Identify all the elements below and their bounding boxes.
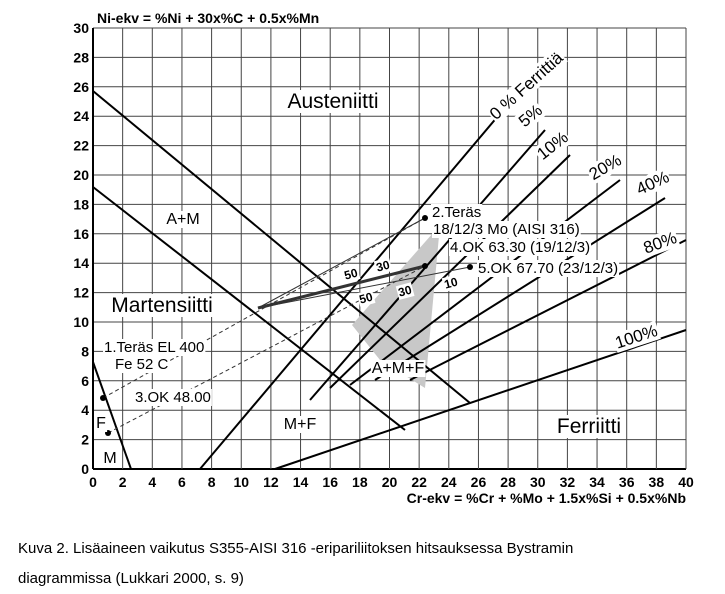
x-tick-label: 30 <box>530 474 546 490</box>
x-tick-label: 40 <box>678 474 694 490</box>
y-tick-label: 4 <box>81 402 89 418</box>
x-tick-label: 14 <box>293 474 309 490</box>
label-bg <box>95 415 108 432</box>
label-bg <box>395 282 415 300</box>
y-tick-label: 0 <box>81 461 89 477</box>
x-tick-label: 6 <box>178 474 186 490</box>
point-label: 18/12/3 Mo (AISI 316) <box>433 221 580 238</box>
label-bg <box>114 356 170 373</box>
x-tick-label: 18 <box>352 474 368 490</box>
x-tick-label: 0 <box>89 474 97 490</box>
label-bg <box>485 47 568 125</box>
x-tick-label: 26 <box>471 474 487 490</box>
label-bg <box>165 211 201 228</box>
label-bg <box>477 260 620 277</box>
region-label: Austeniitti <box>287 90 378 113</box>
label-bg <box>373 257 393 275</box>
point-label: 1.Teräs EL 400 <box>104 339 204 356</box>
label-bg <box>441 274 461 292</box>
point-label: 4.OK 63.30 (19/12/3) <box>450 239 590 256</box>
mix-label: 30 <box>375 258 392 275</box>
points <box>100 215 473 436</box>
y-label-bg <box>95 10 327 26</box>
point-label: 3.OK 48.00 <box>135 389 211 406</box>
x-tick-label: 2 <box>119 474 127 490</box>
x-tick-label: 10 <box>233 474 249 490</box>
mix-label: 50 <box>343 266 360 283</box>
label-bg <box>432 221 581 238</box>
label-bg <box>639 227 681 258</box>
label-bg <box>532 127 573 165</box>
label-bg <box>555 415 623 438</box>
label-bg <box>431 204 483 221</box>
y-tick-label: 16 <box>73 226 89 242</box>
x-tick-label: 22 <box>411 474 427 490</box>
y-tick-label: 18 <box>73 196 89 212</box>
x-tick-label: 38 <box>649 474 665 490</box>
region-label: M <box>103 450 116 467</box>
mix-label: 30 <box>397 283 414 300</box>
region-label: Ferriitti <box>557 415 621 438</box>
x-tick-label: 20 <box>382 474 398 490</box>
x-tick-label: 36 <box>619 474 635 490</box>
y-tick-label: 8 <box>81 343 89 359</box>
y-tick-label: 28 <box>73 49 89 65</box>
x-tick-label: 4 <box>148 474 156 490</box>
point-label: Fe 52 C <box>115 356 169 373</box>
y-tick-label: 24 <box>73 108 89 124</box>
y-tick-label: 14 <box>73 255 89 271</box>
y-tick-label: 22 <box>73 138 89 154</box>
mix-label: 10 <box>443 275 460 292</box>
boundary-lines <box>92 89 687 470</box>
region-label: Martensiitti <box>111 294 213 317</box>
y-tick-label: 12 <box>73 285 89 301</box>
x-axis-label: Cr-ekv = %Cr + %Mo + 1.5x%Si + 0.5x%Nb <box>407 490 686 506</box>
region-label: F <box>96 415 106 432</box>
point-label: 2.Teräs <box>432 204 481 221</box>
label-bg <box>449 239 592 256</box>
y-tick-label: 2 <box>81 432 89 448</box>
x-tick-label: 28 <box>500 474 516 490</box>
shaded-area <box>352 225 440 388</box>
label-bg <box>584 150 626 185</box>
region-label: A+M <box>166 211 199 228</box>
region-label: A+M+F <box>372 360 425 377</box>
label-bg <box>370 360 426 377</box>
label-bg <box>632 166 674 200</box>
label-bg <box>103 339 206 356</box>
x-tick-label: 12 <box>263 474 279 490</box>
mix-label: 50 <box>358 290 375 307</box>
label-bg <box>282 416 318 433</box>
y-axis-label: Ni-ekv = %Ni + 30x%C + 0.5x%Mn <box>97 10 319 26</box>
y-tick-label: 6 <box>81 373 89 389</box>
point-label: 5.OK 67.70 (23/12/3) <box>478 260 618 277</box>
label-bg <box>102 450 118 467</box>
y-tick-label: 26 <box>73 79 89 95</box>
label-bg <box>514 99 547 132</box>
x-tick-label: 8 <box>208 474 216 490</box>
label-bg <box>134 389 212 406</box>
label-bg <box>611 320 661 353</box>
caption: Kuva 2. Lisäaineen vaikutus S355-AISI 31… <box>18 540 574 557</box>
x-tick-label: 34 <box>589 474 605 490</box>
diagram: 0 2 4 6 8 10 12 14 16 18 20 22 24 26 28 30 32 34 36 38 40024… <box>73 10 694 506</box>
caption: diagrammissa (Lukkari 2000, s. 9) <box>18 570 244 587</box>
label-bg <box>286 90 380 113</box>
region-label: M+F <box>284 416 317 433</box>
label-bg <box>110 294 214 317</box>
x-tick-label: 24 <box>441 474 457 490</box>
y-tick-label: 10 <box>73 314 89 330</box>
x-tick-label: 16 <box>322 474 338 490</box>
label-bg <box>356 289 376 307</box>
y-tick-label: 20 <box>73 167 89 183</box>
label-bg <box>341 265 361 283</box>
x-tick-label: 32 <box>560 474 576 490</box>
y-tick-label: 30 <box>73 20 89 36</box>
ferrite-label: 40% <box>633 167 672 199</box>
ferrite-label: 5% <box>515 101 546 131</box>
